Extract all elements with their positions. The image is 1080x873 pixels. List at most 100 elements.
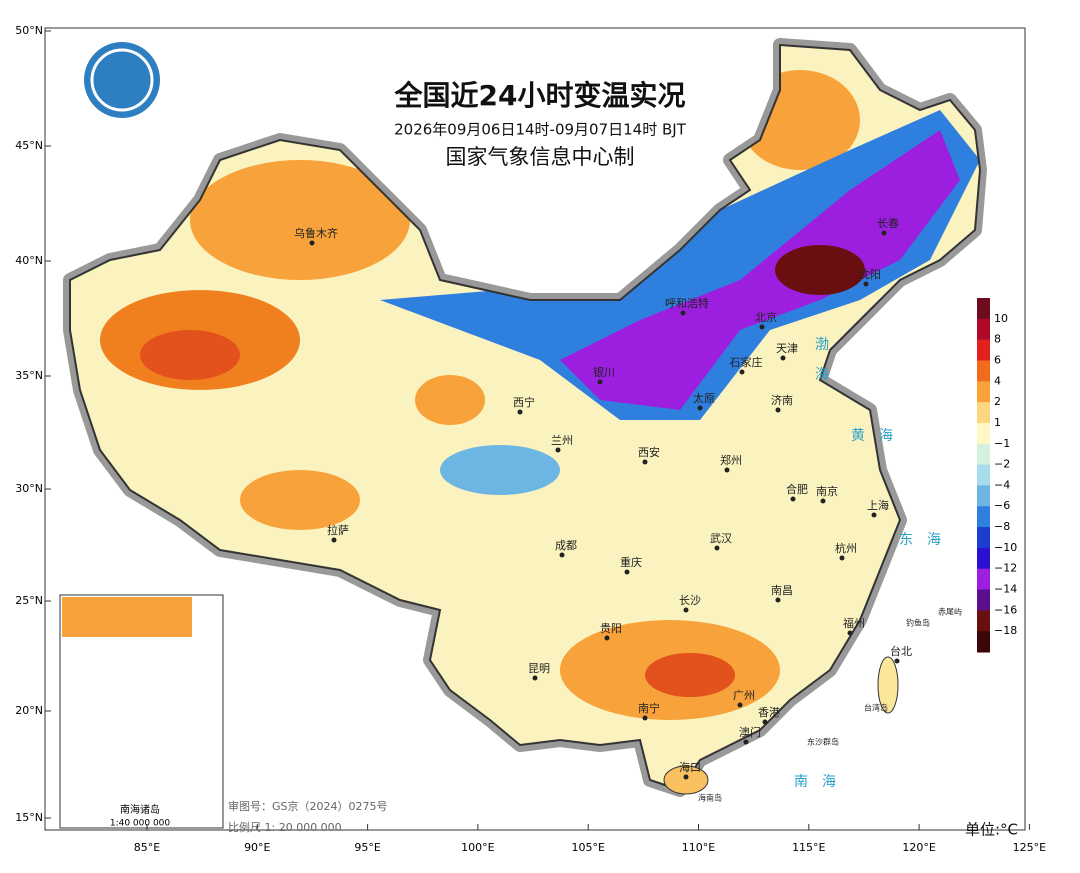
- city-marker: [775, 407, 781, 413]
- island-label: 赤尾屿: [938, 608, 962, 617]
- lon-label: 85°E: [134, 841, 160, 854]
- city-marker: [780, 355, 786, 361]
- city-label: 上海: [867, 498, 889, 512]
- city-marker: [775, 597, 781, 603]
- lon-label: 90°E: [244, 841, 270, 854]
- city-label: 海口: [679, 760, 701, 774]
- city-marker: [331, 537, 337, 543]
- city-label: 西安: [638, 445, 660, 459]
- lon-label: 100°E: [461, 841, 494, 854]
- sea-label: 渤: [815, 337, 829, 353]
- lat-label: 30°N: [15, 482, 43, 495]
- city-label: 拉萨: [327, 523, 349, 537]
- lon-label: 95°E: [354, 841, 380, 854]
- legend-swatch: [977, 339, 990, 361]
- inset-scale: 1:40 000 000: [110, 819, 171, 829]
- border: [69, 43, 982, 792]
- lat-label: 35°N: [15, 369, 43, 382]
- lon-label: 110°E: [682, 841, 715, 854]
- legend-swatch: [977, 610, 990, 632]
- legend-label: −2: [994, 458, 1010, 471]
- logo: [84, 42, 160, 118]
- city-label: 合肥: [786, 482, 808, 496]
- title: 全国近24小时变温实况: [394, 79, 686, 112]
- agency: 国家气象信息中心制: [446, 145, 635, 169]
- legend-label: 6: [994, 353, 1001, 366]
- city-marker: [847, 630, 853, 636]
- legend-label: −6: [994, 499, 1010, 512]
- city-marker: [642, 715, 648, 721]
- city-label: 南昌: [771, 584, 793, 597]
- city-label: 广州: [733, 689, 755, 702]
- city-label: 澳门: [739, 725, 761, 739]
- legend-label: −18: [994, 624, 1017, 637]
- city-label: 乌鲁木齐: [294, 226, 338, 240]
- inset-title: 南海诸岛: [120, 803, 160, 816]
- legend-label: −14: [994, 583, 1017, 596]
- city-label: 昆明: [528, 662, 550, 675]
- legend-swatch: [977, 422, 990, 445]
- city-label: 郑州: [720, 453, 742, 467]
- lon-label: 105°E: [571, 841, 604, 854]
- city-label: 北京: [755, 310, 777, 324]
- city-marker: [894, 658, 900, 664]
- legend-swatch: [977, 631, 990, 653]
- sea-label: 东 海: [899, 532, 941, 548]
- scale: 比例尺 1: 20 000 000: [228, 820, 342, 834]
- sea-label: 南 海: [794, 774, 836, 790]
- legend-label: −12: [994, 562, 1017, 575]
- legend-swatch: [977, 485, 990, 507]
- legend-label: 1: [994, 416, 1001, 429]
- taiwan: [877, 656, 899, 714]
- review-number: 审图号：GS京（2024）0275号: [228, 799, 388, 813]
- city-marker: [683, 774, 689, 780]
- city-label: 重庆: [620, 555, 642, 569]
- city-label: 香港: [758, 706, 780, 719]
- legend-swatch: [977, 443, 990, 466]
- city-marker: [624, 569, 630, 575]
- city-label: 济南: [771, 393, 793, 407]
- city-marker: [762, 719, 768, 725]
- legend-swatch: [977, 402, 990, 424]
- city-label: 武汉: [710, 532, 732, 545]
- island-label: 台湾岛: [864, 703, 888, 713]
- lat-label: 20°N: [15, 704, 43, 717]
- lat-label: 15°N: [15, 811, 43, 824]
- city-label: 南京: [816, 484, 838, 498]
- city-marker: [697, 405, 703, 411]
- legend-swatch: [977, 464, 990, 486]
- city-label: 兰州: [551, 434, 573, 447]
- city-label: 长春: [877, 217, 899, 230]
- sea-label: 黄 海: [851, 427, 893, 444]
- legend-swatch: [977, 527, 990, 549]
- subtitle: 2026年09月06日14时-09月07日14时 BJT: [394, 121, 687, 139]
- city-marker: [724, 467, 730, 473]
- lon-label: 120°E: [902, 841, 935, 854]
- inset-field: [62, 597, 192, 637]
- city-marker: [743, 739, 749, 745]
- city-marker: [597, 379, 603, 385]
- lat-label: 25°N: [15, 594, 43, 607]
- city-marker: [680, 310, 686, 316]
- city-marker: [642, 459, 648, 465]
- island-label: 东沙群岛: [807, 737, 839, 747]
- legend-label: 2: [994, 395, 1001, 408]
- city-label: 太原: [693, 392, 715, 405]
- city-marker: [714, 545, 720, 551]
- lat-label: 45°N: [15, 139, 43, 152]
- city-marker: [839, 555, 845, 561]
- legend-label: −1: [994, 437, 1010, 450]
- legend-swatch: [977, 318, 990, 341]
- lat-label: 40°N: [15, 254, 43, 267]
- city-marker: [871, 512, 877, 518]
- city-label: 银川: [593, 365, 615, 379]
- legend-label: −10: [994, 541, 1017, 554]
- city-marker: [739, 369, 745, 375]
- city-label: 呼和浩特: [665, 296, 709, 310]
- city-label: 贵阳: [600, 622, 622, 635]
- city-marker: [683, 607, 689, 613]
- city-label: 福州: [843, 616, 865, 630]
- city-marker: [604, 635, 610, 641]
- legend-swatch: [977, 547, 990, 570]
